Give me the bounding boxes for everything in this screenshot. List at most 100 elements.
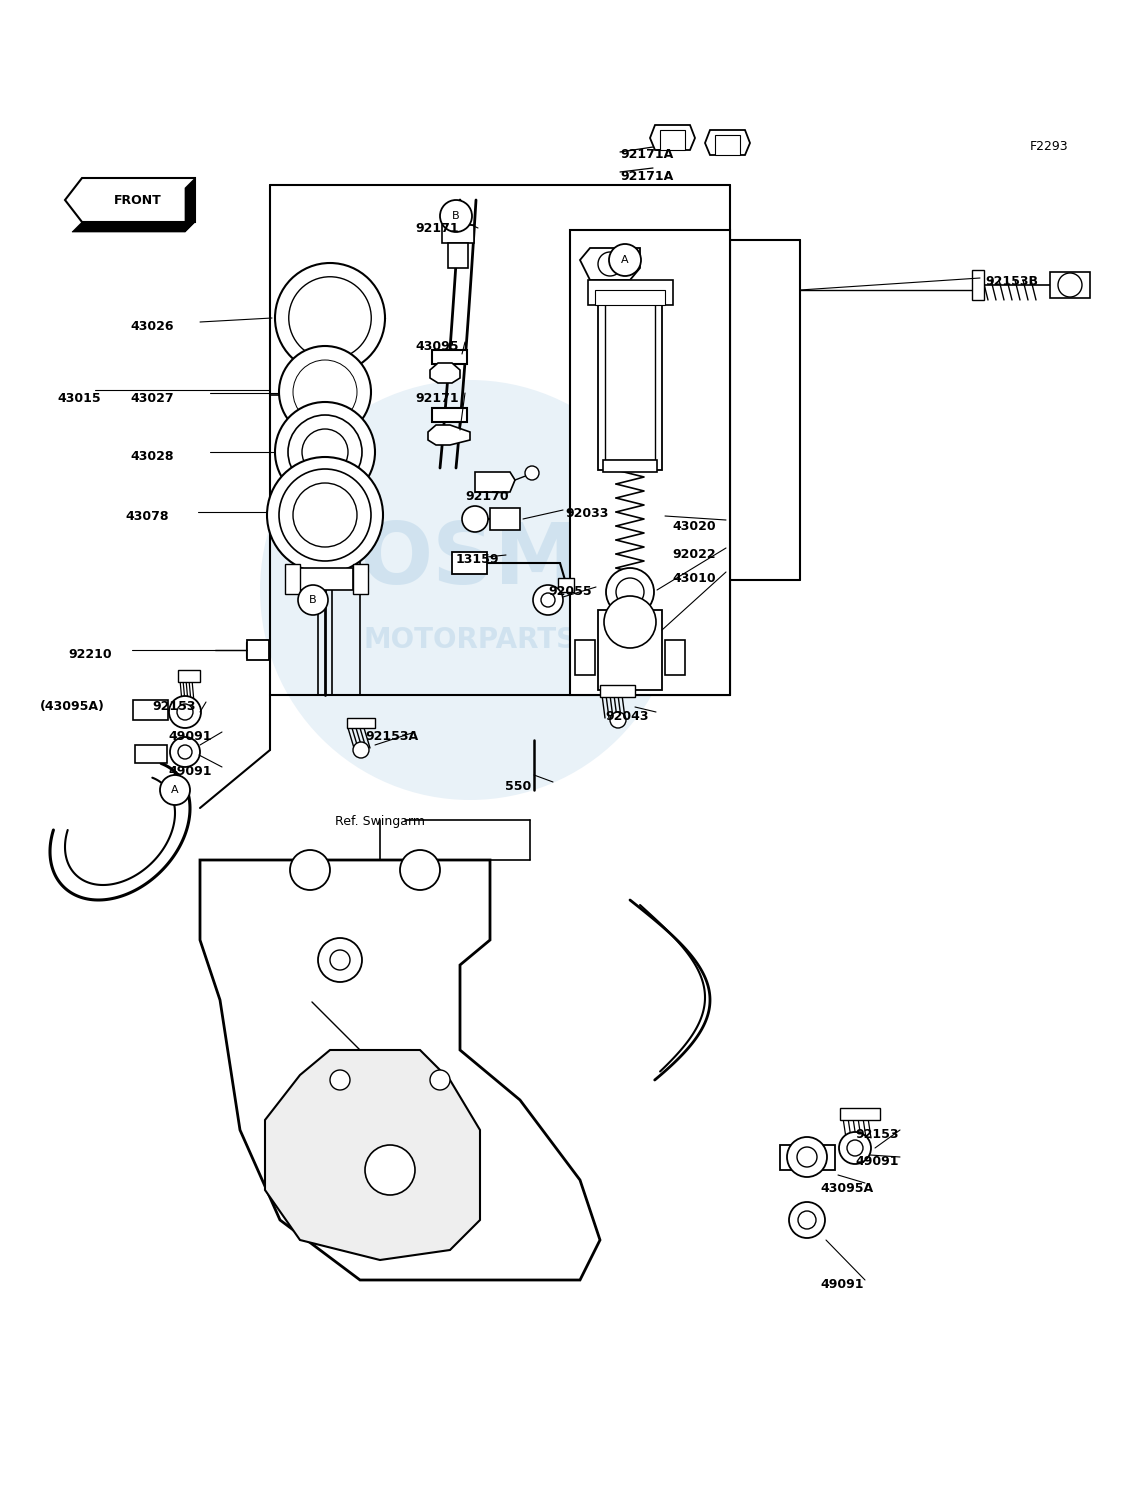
- Bar: [432, 408, 467, 422]
- Text: 92033: 92033: [565, 507, 608, 519]
- Circle shape: [279, 468, 371, 561]
- Circle shape: [276, 263, 385, 374]
- Circle shape: [798, 1211, 816, 1229]
- Text: F2293: F2293: [1030, 140, 1069, 153]
- Circle shape: [604, 596, 656, 648]
- Bar: [133, 699, 168, 720]
- Circle shape: [177, 704, 193, 720]
- Bar: [600, 684, 635, 696]
- Circle shape: [541, 593, 554, 606]
- Circle shape: [365, 1145, 414, 1195]
- Polygon shape: [580, 248, 639, 281]
- Text: 92043: 92043: [605, 710, 649, 723]
- Text: 13159: 13159: [456, 552, 499, 566]
- Circle shape: [305, 372, 346, 411]
- Circle shape: [293, 483, 357, 546]
- Bar: [598, 609, 662, 690]
- Text: B: B: [452, 212, 460, 221]
- Text: 43095: 43095: [414, 341, 458, 353]
- Polygon shape: [265, 1051, 480, 1259]
- Bar: [285, 564, 300, 594]
- Bar: [588, 281, 673, 305]
- Bar: [347, 717, 375, 728]
- Text: 43028: 43028: [130, 450, 173, 462]
- Bar: [598, 290, 662, 470]
- Bar: [135, 744, 166, 763]
- Polygon shape: [200, 860, 600, 1280]
- Text: FRONT: FRONT: [114, 194, 162, 207]
- Polygon shape: [428, 425, 470, 444]
- Text: 43015: 43015: [57, 392, 101, 405]
- Text: 49091: 49091: [820, 1277, 863, 1291]
- Circle shape: [160, 775, 191, 805]
- Text: OSM: OSM: [359, 518, 581, 602]
- Circle shape: [608, 245, 641, 276]
- Circle shape: [610, 711, 626, 728]
- Text: 92171A: 92171A: [620, 149, 673, 161]
- Text: 49091: 49091: [855, 1154, 899, 1168]
- Circle shape: [461, 506, 488, 531]
- Text: (43095A): (43095A): [40, 699, 104, 713]
- Bar: [352, 564, 369, 594]
- Bar: [442, 225, 474, 243]
- Text: 92153: 92153: [855, 1127, 899, 1141]
- Circle shape: [533, 585, 563, 615]
- Bar: [297, 567, 352, 590]
- Bar: [178, 669, 200, 681]
- Circle shape: [789, 1202, 825, 1238]
- Circle shape: [329, 1070, 350, 1090]
- Text: 92171: 92171: [414, 392, 458, 405]
- Circle shape: [797, 1147, 817, 1166]
- Bar: [715, 135, 740, 155]
- Text: 550: 550: [505, 781, 532, 793]
- Text: 43026: 43026: [130, 320, 173, 333]
- Circle shape: [302, 429, 348, 474]
- Polygon shape: [650, 125, 695, 150]
- Text: 92171: 92171: [414, 222, 458, 236]
- Bar: [247, 639, 269, 660]
- Text: 92153: 92153: [152, 699, 195, 713]
- Circle shape: [430, 1070, 450, 1090]
- Bar: [432, 350, 467, 365]
- Text: 92022: 92022: [672, 548, 715, 561]
- Bar: [840, 1108, 881, 1120]
- Bar: [558, 578, 574, 591]
- Circle shape: [616, 578, 644, 606]
- Circle shape: [289, 276, 371, 359]
- Bar: [595, 290, 665, 305]
- Bar: [571, 230, 730, 695]
- Text: 43020: 43020: [672, 519, 715, 533]
- Circle shape: [276, 402, 375, 501]
- Text: 43078: 43078: [125, 510, 169, 522]
- Bar: [575, 639, 595, 675]
- Text: MOTORPARTS: MOTORPARTS: [364, 626, 576, 654]
- Text: Ref. Swingarm: Ref. Swingarm: [335, 815, 425, 829]
- Text: 92055: 92055: [548, 585, 591, 597]
- Bar: [452, 552, 487, 573]
- Circle shape: [288, 414, 362, 489]
- Circle shape: [170, 737, 200, 767]
- Circle shape: [606, 567, 654, 615]
- Circle shape: [290, 850, 329, 890]
- Text: 43010: 43010: [672, 572, 715, 585]
- Text: B: B: [309, 594, 317, 605]
- Polygon shape: [430, 363, 460, 383]
- Circle shape: [259, 380, 680, 800]
- Circle shape: [293, 360, 357, 423]
- Polygon shape: [475, 471, 515, 492]
- Circle shape: [400, 850, 440, 890]
- Bar: [490, 507, 520, 530]
- Circle shape: [847, 1139, 863, 1156]
- Polygon shape: [185, 179, 195, 233]
- Text: 92153B: 92153B: [985, 275, 1038, 288]
- Polygon shape: [235, 890, 558, 1265]
- Circle shape: [839, 1132, 871, 1163]
- Circle shape: [298, 585, 328, 615]
- Circle shape: [279, 347, 371, 438]
- Text: A: A: [171, 785, 179, 796]
- Text: 49091: 49091: [168, 729, 211, 743]
- Polygon shape: [65, 179, 195, 222]
- Text: 43095A: 43095A: [820, 1181, 874, 1195]
- Circle shape: [598, 252, 622, 276]
- Circle shape: [318, 938, 362, 982]
